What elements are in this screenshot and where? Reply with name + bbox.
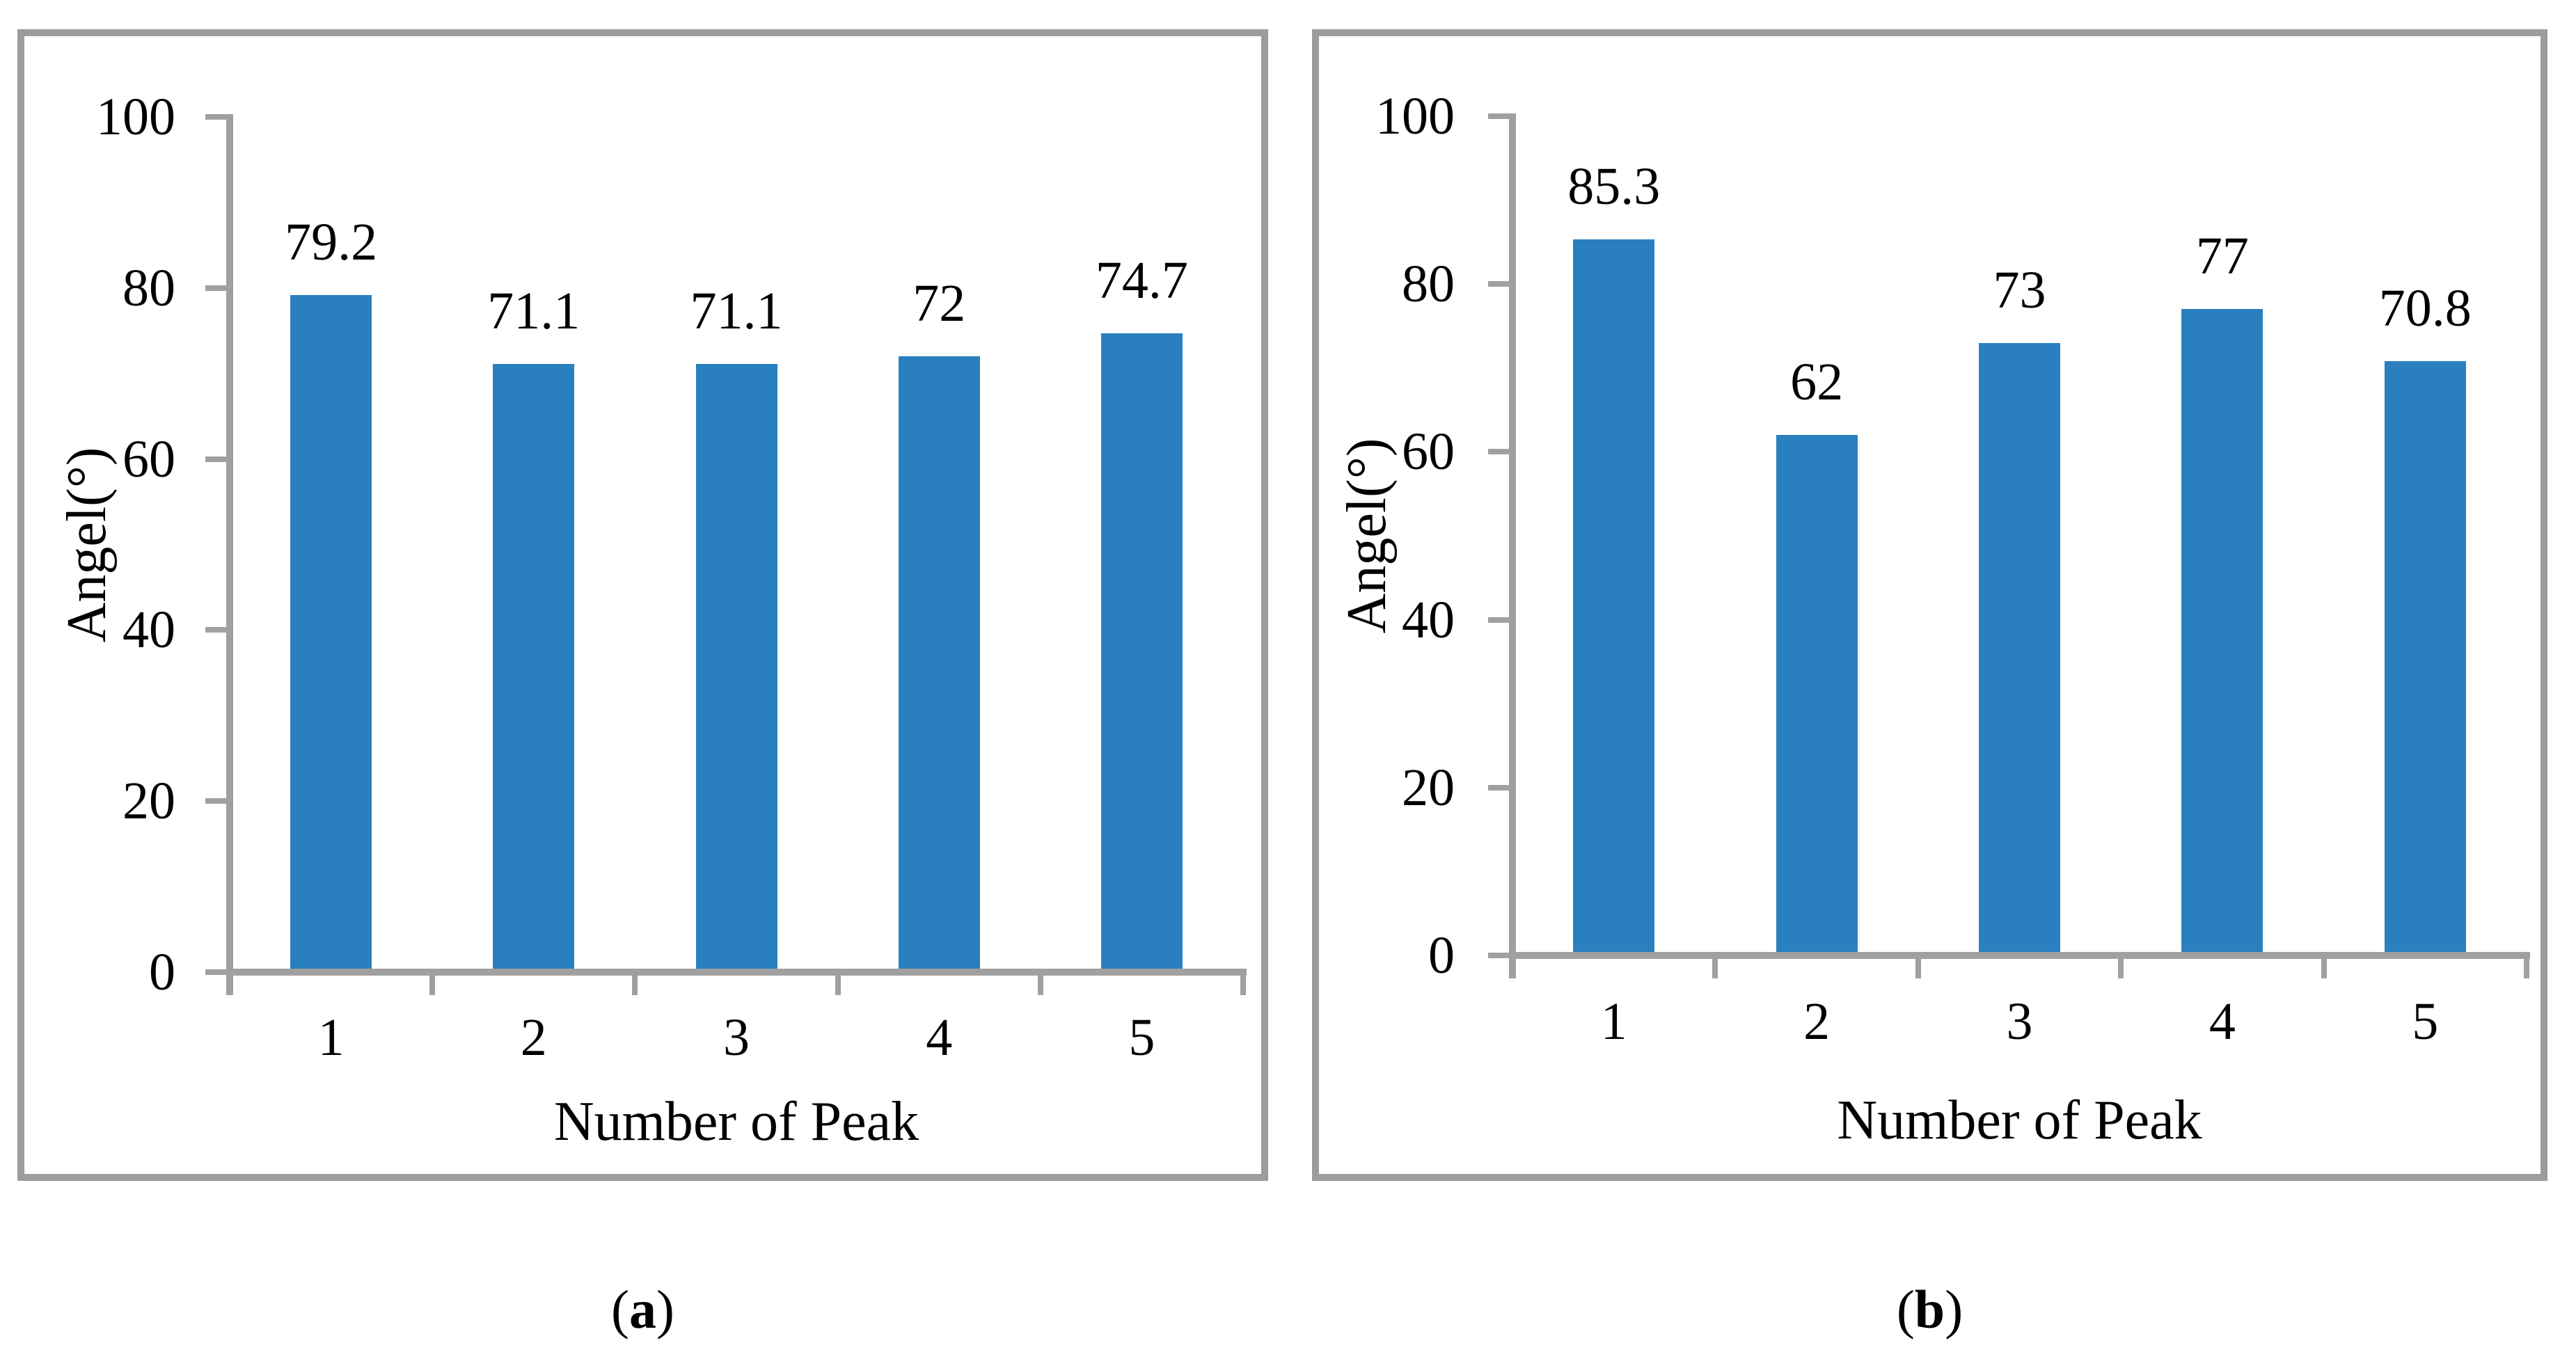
chart-panel-b (1312, 29, 2547, 1181)
x-tick-a (429, 976, 436, 995)
x-tick-a (835, 976, 841, 995)
y-tick-label-b: 20 (1402, 758, 1455, 817)
y-tick-a (205, 114, 226, 120)
x-category-label-a: 5 (1128, 1008, 1155, 1067)
x-tick-b (1915, 959, 1921, 978)
x-category-label-a: 1 (317, 1008, 345, 1067)
caption-letter-a: a (629, 1279, 656, 1340)
y-tick-b (1488, 617, 1509, 623)
bar-peak-1-a (290, 294, 372, 969)
y-tick-label-a: 40 (123, 601, 175, 660)
x-category-label-b: 5 (2412, 992, 2439, 1051)
caption-letter-b: b (1914, 1279, 1945, 1340)
y-tick-label-a: 80 (123, 258, 175, 317)
bar-value-label-b: 62 (1790, 353, 1844, 412)
bar-value-label-a: 72 (912, 274, 966, 333)
bar-peak-3-a (695, 364, 777, 969)
y-tick-b (1488, 113, 1509, 119)
x-tick-a (227, 976, 232, 995)
y-axis-title-b: Angel(°) (1336, 438, 1398, 634)
x-axis-title-b: Number of Peak (1837, 1090, 2202, 1151)
bar-value-label-a: 71.1 (487, 282, 580, 341)
x-category-label-a: 4 (926, 1008, 953, 1067)
y-tick-a (205, 969, 226, 975)
bar-peak-1-b (1573, 239, 1655, 952)
y-tick-label-b: 0 (1428, 926, 1455, 985)
y-tick-a (205, 798, 226, 804)
y-tick-label-a: 100 (96, 88, 175, 146)
bar-peak-4-a (898, 356, 980, 969)
bar-peak-2-a (493, 364, 575, 969)
x-tick-a (1037, 976, 1043, 995)
y-axis-line-b (1509, 113, 1516, 978)
x-tick-a (632, 976, 638, 995)
y-tick-label-b: 60 (1402, 422, 1455, 482)
y-axis-line-a (226, 114, 233, 995)
chart-panel-a (17, 29, 1268, 1181)
bar-value-label-a: 71.1 (690, 282, 783, 341)
y-tick-label-b: 40 (1402, 590, 1455, 649)
y-tick-label-a: 20 (123, 772, 175, 831)
y-tick-a (205, 456, 226, 462)
y-tick-label-a: 60 (123, 429, 175, 489)
y-tick-a (205, 285, 226, 291)
x-tick-b (2321, 959, 2327, 978)
y-tick-b (1488, 449, 1509, 455)
x-axis-title-a: Number of Peak (553, 1091, 919, 1152)
x-category-label-a: 3 (723, 1008, 750, 1067)
x-category-label-b: 3 (2006, 992, 2033, 1051)
y-tick-a (205, 627, 226, 633)
x-tick-b (2524, 959, 2529, 978)
y-tick-b (1488, 281, 1509, 287)
bar-value-label-b: 77 (2195, 227, 2249, 286)
x-tick-b (2118, 959, 2124, 978)
x-category-label-b: 1 (1600, 992, 1627, 1051)
bar-value-label-a: 79.2 (285, 212, 378, 271)
bar-peak-4-b (2181, 309, 2263, 952)
bar-peak-5-a (1100, 333, 1183, 969)
bar-value-label-b: 73 (1993, 260, 2046, 319)
y-tick-b (1488, 953, 1509, 958)
y-tick-b (1488, 784, 1509, 791)
bar-peak-2-b (1776, 435, 1858, 952)
x-category-label-a: 2 (520, 1008, 547, 1067)
bar-value-label-a: 74.7 (1095, 251, 1188, 310)
x-axis-line-b (1509, 952, 2530, 959)
bar-peak-3-b (1979, 342, 2060, 952)
y-axis-title-a: Angel(°) (56, 447, 118, 642)
caption-b: (b) (1896, 1279, 1963, 1340)
x-tick-b (1712, 959, 1718, 978)
x-category-label-b: 2 (1803, 992, 1831, 1051)
x-tick-a (1240, 976, 1246, 995)
caption-a: (a) (611, 1279, 674, 1340)
x-tick-b (1510, 959, 1515, 978)
x-category-label-b: 4 (2208, 992, 2236, 1051)
y-tick-label-a: 0 (149, 943, 175, 1001)
x-axis-line-a (226, 969, 1247, 976)
bar-value-label-b: 70.8 (2378, 279, 2472, 338)
y-tick-label-b: 80 (1402, 255, 1455, 314)
bar-peak-5-b (2384, 361, 2466, 952)
y-tick-label-b: 100 (1375, 87, 1455, 145)
bar-value-label-b: 85.3 (1567, 157, 1661, 216)
